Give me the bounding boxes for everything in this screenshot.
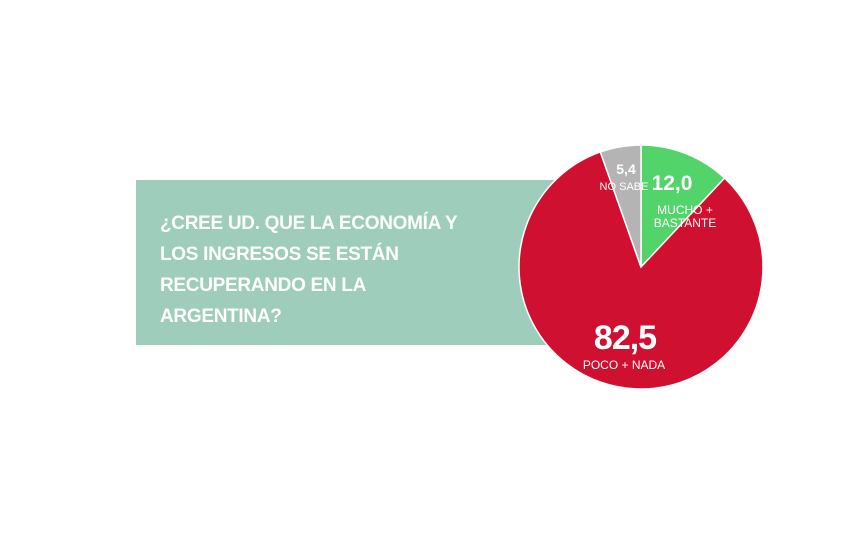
category-label: NO SABE [599,181,649,193]
chart-title: ¿CREE UD. QUE LA ECONOMÍA Y LOS INGRESOS… [160,213,457,327]
value-label: 12,0 [651,172,693,195]
value-label: 5,4 [616,161,636,177]
value-label: 82,5 [593,319,657,357]
question-box [136,180,560,345]
category-label: MUCHO + BASTANTE [653,203,717,231]
pie-slice [518,151,764,390]
pie-slice [640,144,726,269]
category-label: POCO + NADA [582,358,666,372]
pie-slice [599,144,642,268]
